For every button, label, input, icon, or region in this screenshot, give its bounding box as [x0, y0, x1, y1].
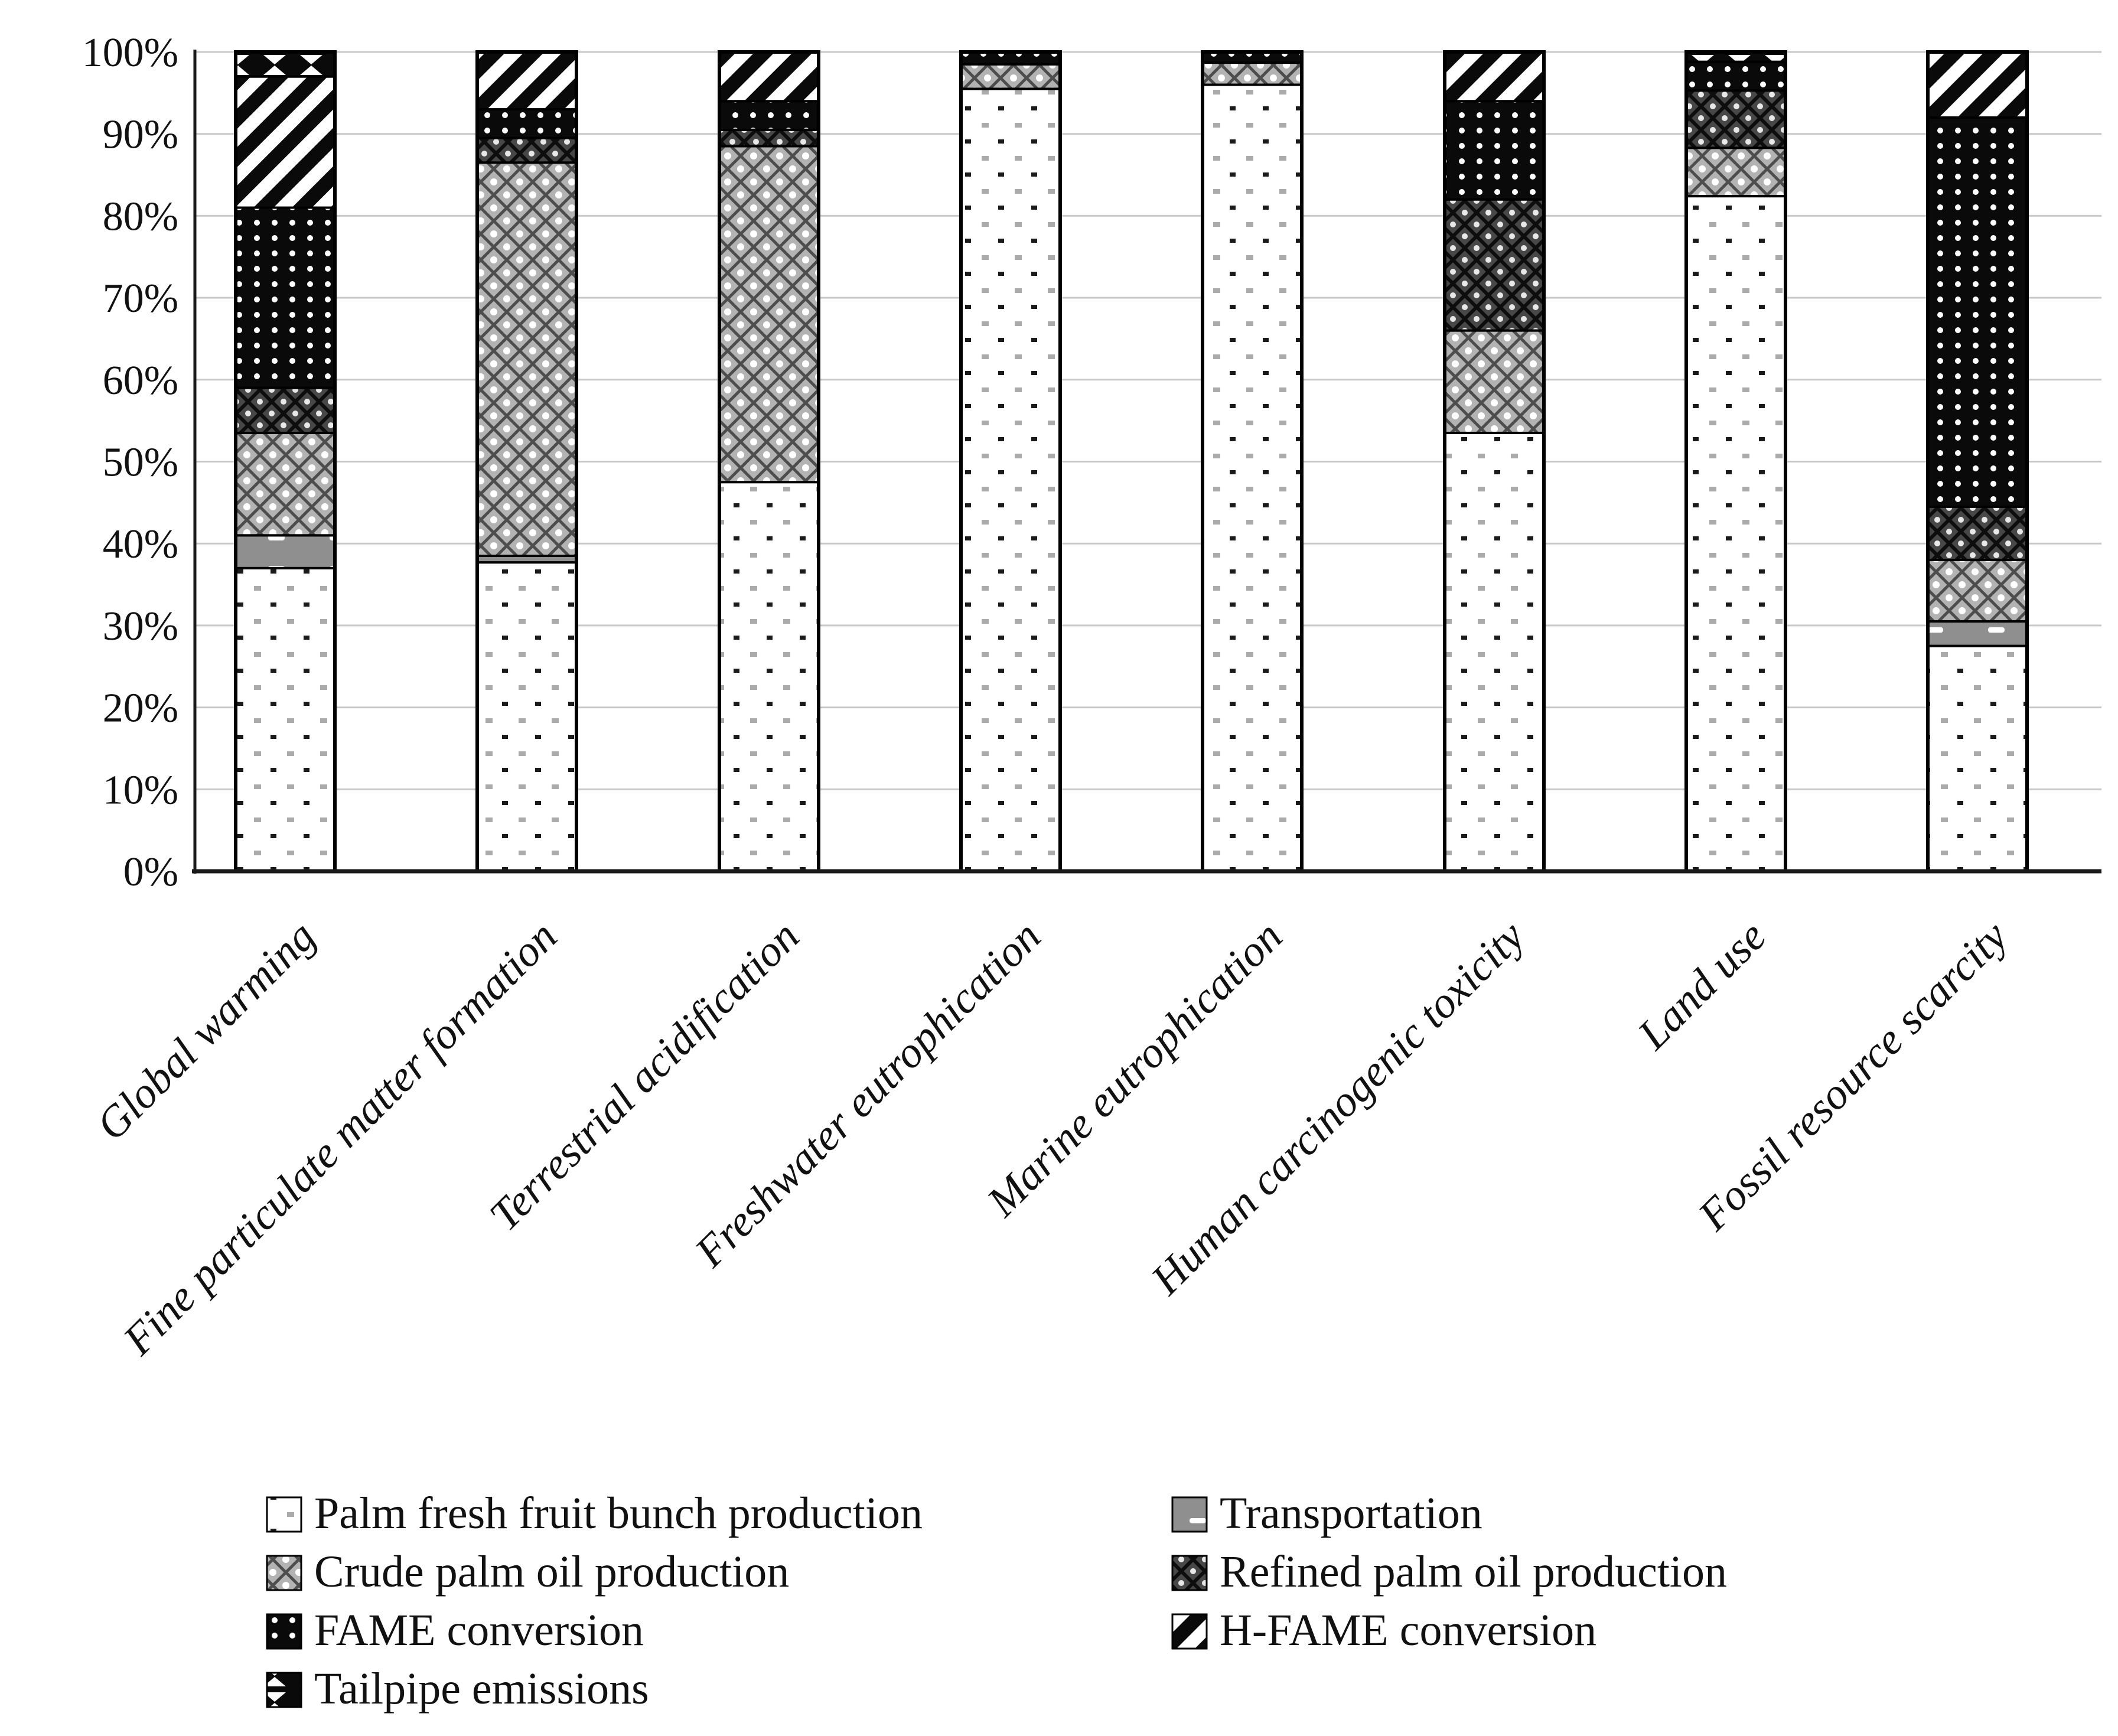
x-category-label: Fine particulate matter formation [114, 912, 566, 1364]
bar-freshwater-eutrophication [959, 50, 1062, 873]
legend-label: Transportation [1220, 1489, 1482, 1538]
bar-segment [234, 386, 336, 434]
bar-segment [718, 481, 820, 872]
legend-label: Tailpipe emissions [314, 1664, 649, 1714]
ffb-dots-pattern-swatch-icon [266, 1496, 302, 1533]
chart-legend: Palm fresh fruit bunch production Crude p… [266, 1489, 1727, 1714]
legend-item: FAME conversion [266, 1605, 644, 1655]
y-tick-label: 50% [103, 440, 178, 486]
bar-terrestrial-acidification [718, 50, 820, 873]
transport-gray-pattern-swatch-icon [1171, 1496, 1208, 1533]
y-tick-label: 70% [103, 276, 178, 321]
bar-segment [1444, 100, 1545, 201]
bar-land-use [1684, 50, 1787, 873]
bar-segment [960, 51, 1061, 66]
bar-segment [234, 534, 336, 569]
y-tick-label: 10% [103, 767, 178, 813]
bar-global-warming [234, 50, 337, 873]
y-tick-label: 80% [103, 194, 178, 239]
bar-segment [1444, 431, 1545, 872]
bar-segment [234, 566, 336, 872]
legend-label: Palm fresh fruit bunch production [314, 1489, 923, 1538]
y-tick-label: 20% [103, 686, 178, 731]
axes [192, 50, 2101, 874]
bar-segment [476, 108, 578, 139]
y-tick-label: 90% [103, 112, 178, 158]
legend-item: Crude palm oil production [266, 1547, 789, 1597]
bars [234, 50, 2029, 873]
bar-segment [1927, 558, 2028, 623]
bar-segment [718, 51, 820, 103]
y-tick-label: 0% [123, 849, 178, 895]
bar-human-carcinogenic-toxicity [1443, 50, 1546, 873]
bar-segment [1685, 195, 1787, 872]
bar-segment [718, 128, 820, 148]
bar-fine-particulate-matter-formation [475, 50, 578, 873]
legend-item: Transportation [1171, 1489, 1482, 1538]
bar-segment [1927, 644, 2028, 872]
bar-segment [476, 561, 578, 872]
bar-segment [1444, 51, 1545, 103]
bar-segment [718, 100, 820, 131]
bar-segment [1927, 620, 2028, 647]
legend-label: FAME conversion [314, 1605, 644, 1655]
y-tick-label: 60% [103, 358, 178, 403]
bar-segment [476, 161, 578, 558]
y-tick-label: 100% [82, 30, 178, 76]
bar-segment [1927, 51, 2028, 119]
legend-label: Refined palm oil production [1220, 1547, 1727, 1597]
y-tick-label: 30% [103, 604, 178, 649]
bar-segment [234, 75, 336, 209]
bar-segment [960, 87, 1061, 872]
bar-segment [476, 51, 578, 111]
legend-item: H-FAME conversion [1171, 1605, 1596, 1655]
bar-segment [1685, 89, 1787, 149]
bar-segment [1201, 61, 1303, 86]
bar-segment [234, 206, 336, 389]
tailpipe-bowtie-pattern-swatch-icon [266, 1672, 302, 1708]
legend-label: H-FAME conversion [1220, 1605, 1596, 1655]
bar-segment [234, 51, 336, 78]
fame-dots-pattern-swatch-icon [266, 1613, 302, 1650]
y-tick-label: 40% [103, 522, 178, 567]
bar-segment [1201, 83, 1303, 873]
hfame-stripes-pattern-swatch-icon [1171, 1613, 1208, 1650]
bar-segment [1444, 329, 1545, 434]
bar-segment [1927, 505, 2028, 561]
bar-fossil-resource-scarcity [1926, 50, 2029, 873]
bar-segment [234, 431, 336, 537]
bar-marine-eutrophication [1201, 50, 1304, 873]
bar-segment [960, 63, 1061, 90]
legend-label: Crude palm oil production [314, 1547, 789, 1597]
legend-item: Refined palm oil production [1171, 1547, 1727, 1597]
x-category-label: Land use [1628, 912, 1775, 1059]
y-axis-tick-labels: 0% 10% 20% 30% 40% 50% 60% 70% 80% 90% 100% [82, 30, 178, 895]
bar-segment [1685, 60, 1787, 92]
x-category-label: Global warming [87, 912, 325, 1149]
bar-segment [1685, 146, 1787, 198]
crude-lattice-pattern-swatch-icon [266, 1555, 302, 1591]
bar-segment [1927, 116, 2028, 508]
refined-lattice-pattern-swatch-icon [1171, 1555, 1208, 1591]
bar-segment [1444, 198, 1545, 332]
legend-item: Tailpipe emissions [266, 1664, 649, 1714]
bar-segment [718, 145, 820, 484]
bar-segment [476, 136, 578, 164]
legend-item: Palm fresh fruit bunch production [266, 1489, 923, 1538]
